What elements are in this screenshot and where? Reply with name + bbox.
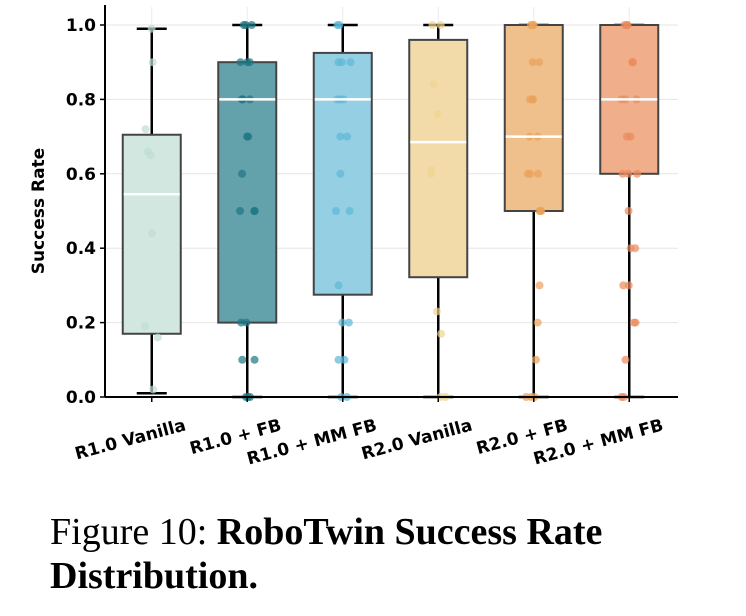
data-point: [236, 58, 245, 67]
y-tick-label: 0.4: [66, 239, 96, 259]
data-point: [531, 355, 540, 364]
caption-title: RoboTwin Success Rate Distribution.: [50, 511, 603, 597]
data-point: [346, 58, 355, 67]
data-point: [334, 281, 343, 290]
box-body: [312, 51, 373, 296]
data-point: [529, 21, 538, 29]
x-tick-label: R2.0 Vanilla: [359, 416, 474, 465]
box-body: [217, 61, 278, 324]
data-point: [239, 21, 248, 29]
data-point: [535, 58, 544, 67]
data-point: [432, 307, 441, 316]
data-point: [428, 21, 437, 29]
data-point: [629, 58, 638, 67]
data-point: [624, 207, 633, 215]
data-point: [619, 281, 628, 290]
data-point: [626, 132, 635, 141]
data-point: [621, 355, 630, 364]
y-tick-label: 0.0: [66, 388, 96, 408]
y-tick-label: 0.8: [66, 90, 96, 110]
data-point: [338, 318, 347, 327]
data-point: [344, 318, 353, 327]
figure-caption: Figure 10: RoboTwin Success Rate Distrib…: [50, 510, 740, 598]
data-point: [242, 318, 251, 327]
data-point: [429, 80, 438, 89]
data-point: [336, 132, 345, 141]
data-point: [624, 281, 633, 290]
data-point: [141, 322, 150, 331]
data-point: [623, 21, 632, 29]
y-tick-label: 0.2: [66, 314, 96, 334]
data-point: [334, 355, 343, 364]
box-3: [312, 21, 373, 401]
box-5: [503, 21, 564, 401]
data-point: [631, 318, 640, 327]
box-1: [121, 24, 182, 395]
y-tick-label: 0.6: [66, 165, 96, 185]
box-6: [599, 21, 660, 401]
data-point: [626, 244, 635, 253]
data-point: [624, 169, 633, 178]
data-point: [332, 207, 341, 215]
data-point: [633, 169, 642, 178]
data-point: [333, 21, 342, 29]
data-point: [618, 169, 627, 178]
data-point: [153, 333, 162, 342]
data-point: [526, 169, 535, 178]
data-point: [533, 318, 542, 327]
data-point: [147, 24, 156, 33]
y-tick-label: 1.0: [66, 16, 96, 36]
data-point: [336, 169, 345, 178]
data-point: [436, 21, 445, 29]
data-point: [238, 355, 247, 364]
data-point: [146, 151, 155, 160]
data-point: [535, 281, 544, 290]
data-point: [149, 385, 158, 394]
data-point: [243, 132, 252, 141]
box-2: [217, 21, 278, 401]
data-point: [238, 169, 247, 178]
data-point: [433, 110, 442, 119]
data-point: [536, 207, 545, 215]
data-point: [148, 58, 157, 67]
x-tick-label: R1.0 Vanilla: [73, 416, 188, 465]
box-body: [503, 24, 564, 212]
data-point: [247, 21, 256, 29]
data-point: [345, 207, 354, 215]
data-point: [250, 355, 259, 364]
data-point: [427, 169, 436, 178]
caption-prefix: Figure 10:: [50, 511, 217, 553]
box-4: [408, 21, 469, 401]
box-plot: 0.00.20.40.60.81.0R1.0 Vanilla R1.0 + FBR…: [29, 5, 678, 469]
data-point: [334, 58, 343, 67]
data-point: [243, 58, 252, 67]
data-point: [525, 95, 534, 104]
data-point: [147, 229, 156, 238]
data-point: [236, 207, 245, 215]
data-point: [340, 355, 349, 364]
data-point: [250, 207, 259, 215]
data-point: [343, 132, 352, 141]
y-axis-label: Success Rate: [29, 148, 49, 274]
data-point: [437, 329, 446, 338]
data-point: [534, 169, 543, 178]
data-point: [141, 125, 150, 134]
box-body: [408, 38, 469, 279]
data-point: [528, 58, 537, 67]
